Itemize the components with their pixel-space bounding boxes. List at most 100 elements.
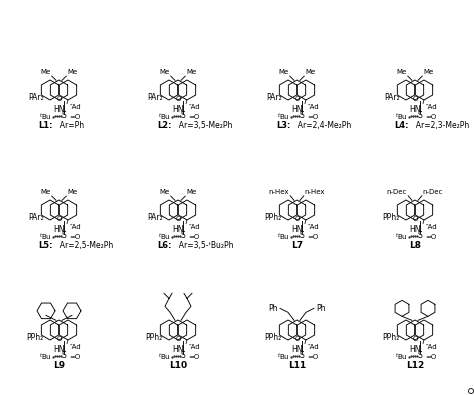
Text: L1:: L1: <box>38 121 53 130</box>
Text: =O: =O <box>69 354 80 360</box>
Text: HN: HN <box>54 225 65 234</box>
Text: $^t$Bu: $^t$Bu <box>158 351 171 362</box>
Text: O: O <box>294 336 300 342</box>
Text: Me: Me <box>186 69 197 75</box>
Text: ″Ad: ″Ad <box>189 224 201 229</box>
Text: S: S <box>418 351 422 360</box>
Text: S: S <box>181 111 185 120</box>
Text: Ar=3,5-ᵗBu₂Ph: Ar=3,5-ᵗBu₂Ph <box>174 241 234 250</box>
Text: L5:: L5: <box>38 241 53 250</box>
Text: ″Ad: ″Ad <box>70 103 82 110</box>
Text: HN: HN <box>54 345 65 354</box>
Text: $^t$Bu: $^t$Bu <box>277 351 290 362</box>
Text: PPh₂: PPh₂ <box>265 333 282 342</box>
Text: =O: =O <box>307 234 318 240</box>
Text: PPh₂: PPh₂ <box>146 333 163 342</box>
Text: Me: Me <box>397 69 407 75</box>
Text: ″Ad: ″Ad <box>308 224 319 229</box>
Text: Me: Me <box>186 189 197 195</box>
Text: =O: =O <box>188 354 199 360</box>
Text: HN: HN <box>54 105 65 114</box>
Text: O: O <box>56 216 62 222</box>
Text: $^t$Bu: $^t$Bu <box>277 111 290 122</box>
Text: ″Ad: ″Ad <box>189 344 201 350</box>
Text: O: O <box>294 216 300 222</box>
Text: n-Dec: n-Dec <box>387 189 407 195</box>
Text: HN: HN <box>173 345 184 354</box>
Text: PAr₂: PAr₂ <box>28 92 44 102</box>
Text: L10: L10 <box>169 361 187 370</box>
Text: =O: =O <box>307 114 318 120</box>
Text: Ph: Ph <box>316 304 326 313</box>
Text: n-Hex: n-Hex <box>305 189 325 195</box>
Text: S: S <box>62 111 66 120</box>
Text: L11: L11 <box>288 361 306 370</box>
Text: O: O <box>175 216 181 222</box>
Text: $^t$Bu: $^t$Bu <box>39 351 52 362</box>
Text: ″Ad: ″Ad <box>70 344 82 350</box>
Text: O: O <box>412 96 418 102</box>
Text: PAr₂: PAr₂ <box>147 213 163 222</box>
Text: n-Dec: n-Dec <box>423 189 443 195</box>
Text: $^t$Bu: $^t$Bu <box>395 111 408 122</box>
Text: $^t$Bu: $^t$Bu <box>395 231 408 242</box>
Text: S: S <box>300 231 304 240</box>
Text: =O: =O <box>307 354 318 360</box>
Text: ″Ad: ″Ad <box>308 103 319 110</box>
Text: Me: Me <box>67 69 77 75</box>
Text: ″Ad: ″Ad <box>70 224 82 229</box>
Text: ″Ad: ″Ad <box>426 344 438 350</box>
Text: =O: =O <box>425 234 436 240</box>
Text: =O: =O <box>425 114 436 120</box>
Text: O: O <box>175 336 181 342</box>
Text: HN: HN <box>292 225 303 234</box>
Text: PPh₂: PPh₂ <box>27 333 44 342</box>
Text: Ar=2,5-Me₂Ph: Ar=2,5-Me₂Ph <box>55 241 113 250</box>
Text: PPh₂: PPh₂ <box>265 213 282 222</box>
Text: PAr₂: PAr₂ <box>147 92 163 102</box>
Text: HN: HN <box>292 105 303 114</box>
Text: =O: =O <box>188 114 199 120</box>
Text: HN: HN <box>410 225 421 234</box>
Text: Ar=Ph: Ar=Ph <box>55 121 84 130</box>
Text: $^t$Bu: $^t$Bu <box>277 231 290 242</box>
Text: L6:: L6: <box>157 241 172 250</box>
Text: O: O <box>56 336 62 342</box>
Text: =O: =O <box>69 114 80 120</box>
Text: L2:: L2: <box>157 121 172 130</box>
Text: S: S <box>181 231 185 240</box>
Text: =O: =O <box>69 234 80 240</box>
Text: PPh₂: PPh₂ <box>383 333 400 342</box>
Text: Me: Me <box>67 189 77 195</box>
Text: Me: Me <box>305 69 316 75</box>
Text: O: O <box>56 96 62 102</box>
Text: ″Ad: ″Ad <box>308 344 319 350</box>
Text: S: S <box>418 111 422 120</box>
Text: $^t$Bu: $^t$Bu <box>158 111 171 122</box>
Text: Me: Me <box>40 189 51 195</box>
Text: Ph: Ph <box>268 304 278 313</box>
Text: S: S <box>62 351 66 360</box>
Text: =O: =O <box>425 354 436 360</box>
Text: L12: L12 <box>406 361 424 370</box>
Text: Ar=3,5-Me₂Ph: Ar=3,5-Me₂Ph <box>174 121 232 130</box>
Text: S: S <box>300 351 304 360</box>
Text: L4:: L4: <box>394 121 409 130</box>
Text: O: O <box>294 96 300 102</box>
Text: Me: Me <box>423 69 434 75</box>
Text: Ar=2,3-Me₂Ph: Ar=2,3-Me₂Ph <box>411 121 469 130</box>
Text: Me: Me <box>160 189 170 195</box>
Text: HN: HN <box>410 345 421 354</box>
Text: S: S <box>418 231 422 240</box>
Text: PAr₂: PAr₂ <box>28 213 44 222</box>
Text: ″Ad: ″Ad <box>189 103 201 110</box>
Text: S: S <box>300 111 304 120</box>
Text: L8: L8 <box>409 241 421 250</box>
Text: PAr₂: PAr₂ <box>384 92 400 102</box>
Text: O: O <box>175 96 181 102</box>
Text: Me: Me <box>40 69 51 75</box>
Text: PAr₂: PAr₂ <box>266 92 282 102</box>
Text: Me: Me <box>279 69 289 75</box>
Text: ″Ad: ″Ad <box>426 103 438 110</box>
Text: HN: HN <box>173 105 184 114</box>
